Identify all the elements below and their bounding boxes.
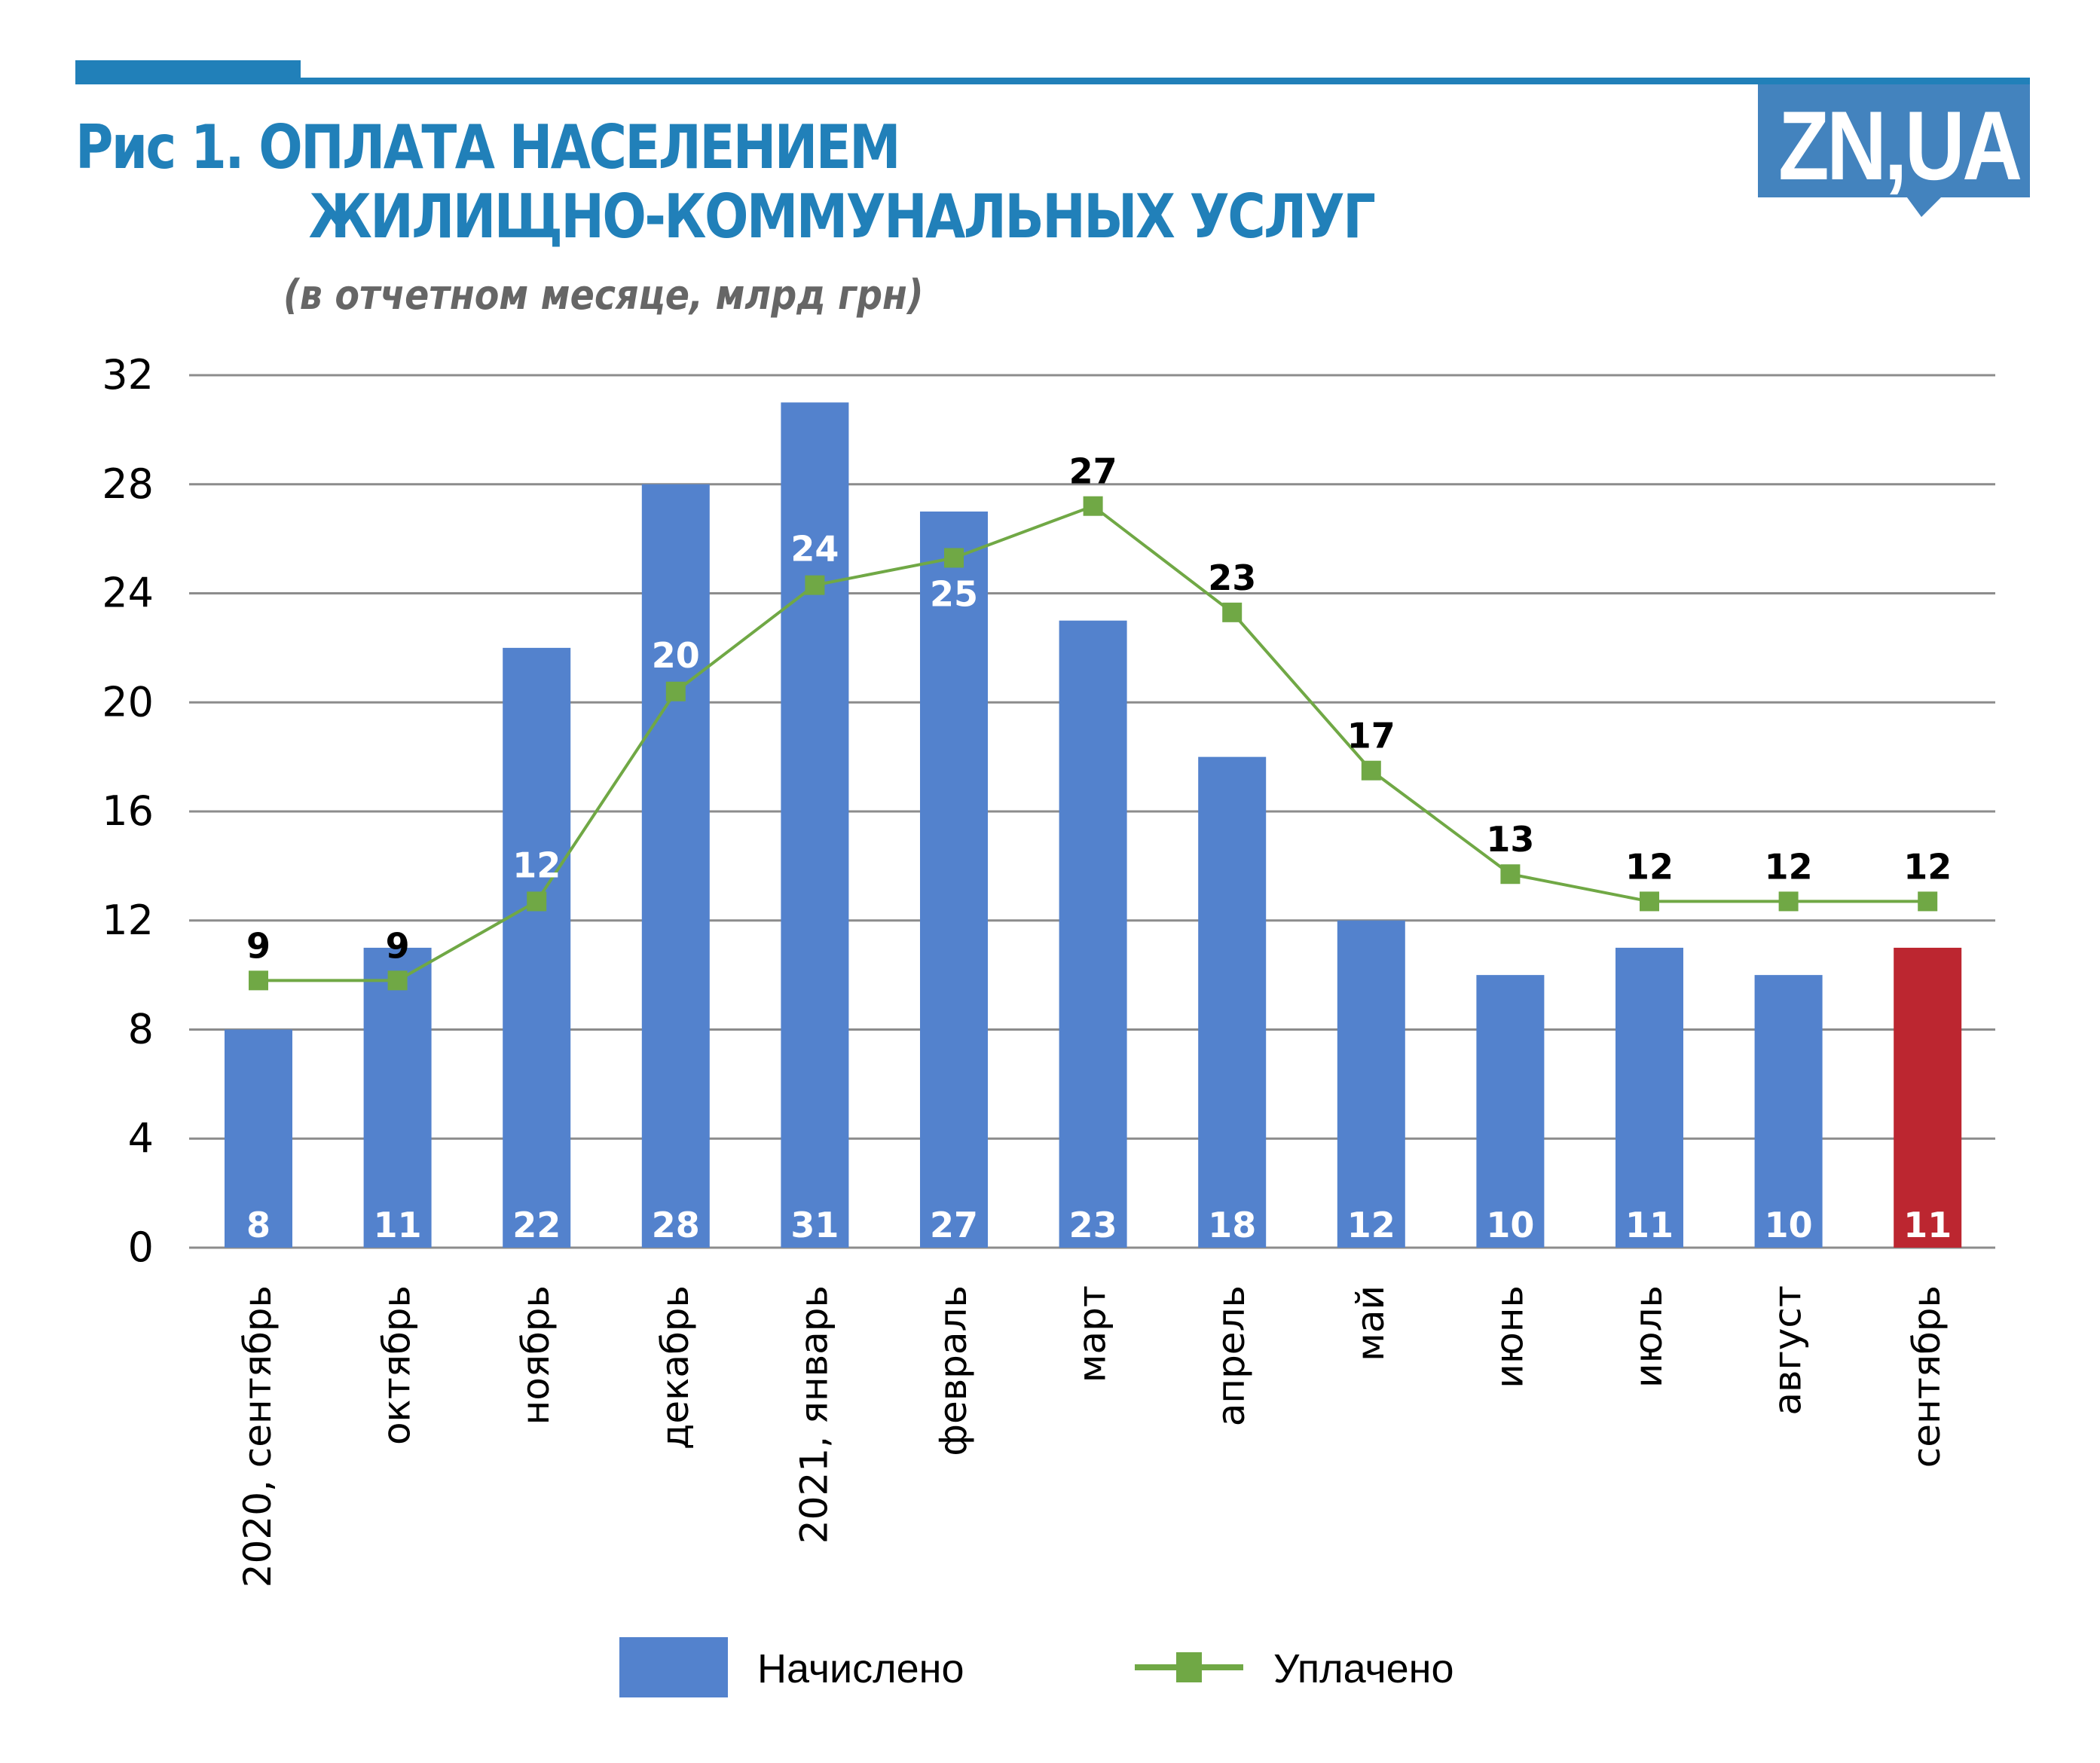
bar (1198, 756, 1267, 1248)
bar-data-label: 8 (246, 1205, 271, 1245)
x-tick-label: апрель (1209, 1285, 1253, 1426)
bar (781, 402, 849, 1248)
y-tick-label: 12 (102, 897, 154, 944)
bar (363, 947, 432, 1248)
x-tick-label: август (1766, 1285, 1810, 1416)
y-tick-label: 24 (102, 570, 154, 617)
y-tick-label: 8 (128, 1006, 154, 1053)
x-axis-ticks: 2020, сентябрь октябрь ноябрь декабрь 2021, … (236, 1285, 1949, 1587)
line-data-label: 13 (1486, 819, 1534, 860)
line-data-label: 17 (1347, 716, 1395, 756)
line-series (249, 496, 1938, 991)
line-data-label: 12 (1765, 846, 1813, 887)
line-marker (1918, 891, 1938, 912)
x-tick-label: ноябрь (514, 1285, 558, 1425)
x-tick-label: сентябрь (1905, 1285, 1949, 1468)
line-marker (1361, 760, 1381, 781)
x-tick-label: июнь (1487, 1285, 1531, 1389)
x-tick-label: декабрь (653, 1285, 697, 1450)
legend: Начислено Уплачено (619, 1637, 1454, 1697)
x-tick-label: 2021, январь (792, 1285, 836, 1544)
bar (1337, 920, 1405, 1248)
legend-label-uplacheno: Уплачено (1273, 1646, 1454, 1691)
bar-data-label: 28 (652, 1205, 700, 1245)
bar-data-label: 27 (930, 1205, 978, 1245)
chart-subtitle: (в отчетном месяце, млрд грн) (283, 271, 924, 319)
x-tick-label: март (1071, 1285, 1114, 1383)
line-marker (249, 970, 268, 991)
line-marker (1640, 891, 1659, 912)
line-data-label: 23 (1208, 558, 1256, 598)
bar (1894, 947, 1962, 1248)
y-tick-label: 28 (102, 460, 154, 508)
legend-label-nachisleno: Начислено (757, 1646, 964, 1691)
bar (1616, 947, 1683, 1248)
title-line-2: ЖИЛИЩНО-КОММУНАЛЬНЫХ УСЛУГ (308, 182, 1376, 252)
bar-data-label: 10 (1765, 1205, 1813, 1245)
line-marker (944, 548, 964, 568)
bar (641, 484, 710, 1248)
bar (1476, 975, 1545, 1248)
line-data-label: 20 (652, 635, 700, 676)
y-axis-ticks: 0 4 8 12 16 20 24 28 32 (102, 351, 154, 1271)
bar-data-label: 23 (1069, 1205, 1117, 1245)
bar-data-label: 18 (1208, 1205, 1256, 1245)
bar-data-label: 12 (1347, 1205, 1395, 1245)
y-tick-label: 4 (128, 1114, 154, 1162)
line-marker (1778, 891, 1799, 912)
legend-swatch-nachisleno (619, 1637, 728, 1697)
page-title: Рис 1. ОПЛАТА НАСЕЛЕНИЕМ ЖИЛИЩНО-КОММУНА… (75, 112, 1376, 252)
bar (920, 511, 988, 1248)
line-data-label: 27 (1069, 451, 1117, 492)
bar-data-labels: 8 11 22 28 31 27 23 18 12 10 11 10 11 (246, 1205, 1952, 1245)
x-tick-label: июль (1627, 1285, 1671, 1388)
bar-data-label: 11 (1625, 1205, 1674, 1245)
line-data-label: 12 (1903, 846, 1952, 887)
y-tick-label: 20 (102, 678, 154, 726)
bar-data-label: 11 (374, 1205, 422, 1245)
x-tick-label: 2020, сентябрь (236, 1285, 280, 1587)
bar (1059, 620, 1127, 1248)
bar-data-label: 22 (512, 1205, 561, 1245)
x-tick-label: май (1349, 1285, 1392, 1361)
x-tick-label: февраль (931, 1285, 975, 1456)
line-data-label: 9 (386, 925, 410, 966)
line-marker (1083, 496, 1103, 516)
line-data-label: 25 (930, 573, 978, 614)
line-marker (387, 970, 408, 991)
logo-speech-tail-icon (1905, 194, 1944, 217)
bar (503, 647, 571, 1248)
brand-logo: ZN,UA (1758, 84, 2030, 200)
line-marker (805, 575, 825, 595)
title-line-1: Рис 1. ОПЛАТА НАСЕЛЕНИЕМ (75, 112, 901, 182)
line-marker (1222, 602, 1243, 622)
bar-data-label: 10 (1486, 1205, 1534, 1245)
header-rule (75, 78, 2030, 84)
bar-data-label: 11 (1903, 1205, 1952, 1245)
logo-text: ZN,UA (1778, 90, 2022, 200)
bar-series (225, 402, 1962, 1248)
x-tick-label: октябрь (375, 1285, 419, 1445)
line-data-label: 12 (1625, 846, 1674, 887)
bar-data-label: 31 (790, 1205, 839, 1245)
y-tick-label: 0 (128, 1224, 154, 1271)
line-marker (1500, 864, 1521, 885)
legend-marker-uplacheno (1176, 1652, 1202, 1682)
line-data-labels: 9 9 12 20 24 25 27 23 17 13 12 12 12 (246, 451, 1952, 967)
bar (225, 1029, 292, 1248)
line-data-label: 24 (790, 529, 839, 570)
y-tick-label: 32 (102, 351, 154, 399)
line-data-label: 9 (246, 925, 271, 966)
line-data-label: 12 (512, 845, 561, 885)
line-marker (665, 681, 686, 701)
bar (1754, 975, 1823, 1248)
header-accent-bar (75, 60, 301, 84)
y-tick-label: 16 (102, 787, 154, 835)
line-marker (527, 891, 547, 912)
